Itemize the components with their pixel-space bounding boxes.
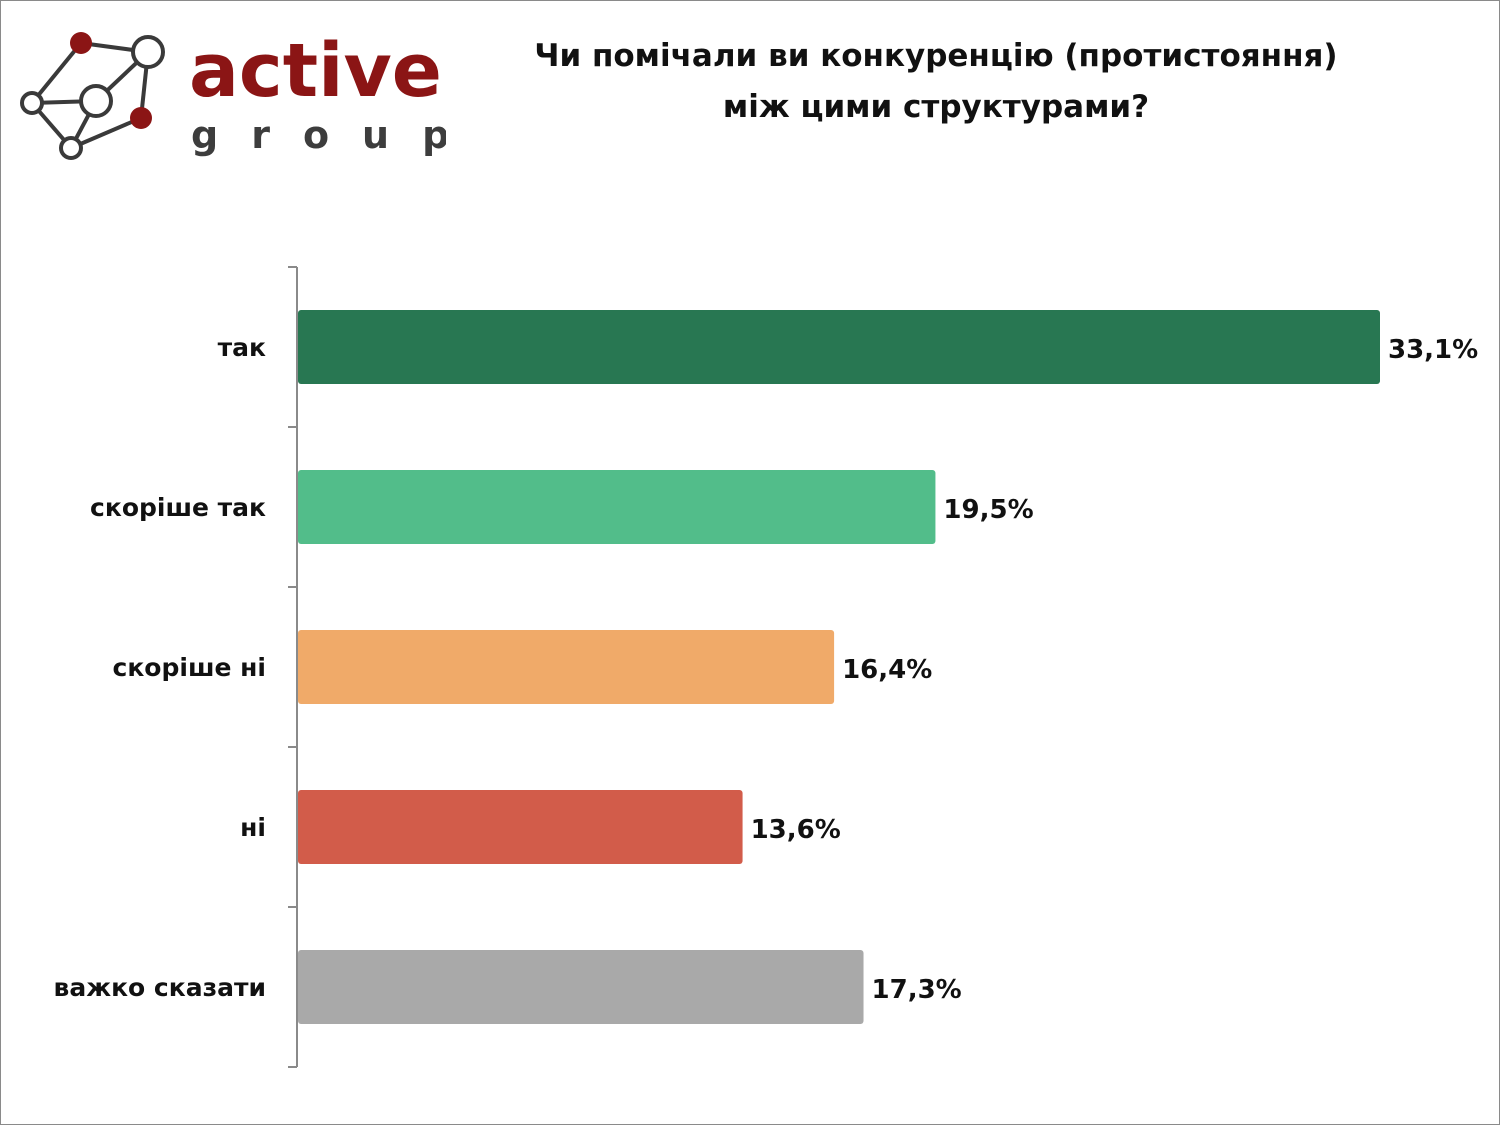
category-label: ні	[240, 813, 266, 842]
category-label: скоріше так	[90, 493, 266, 522]
data-label: 33,1%	[1388, 335, 1478, 365]
data-label: 13,6%	[751, 815, 841, 845]
chart-title-line-1: Чи помічали ви конкуренцію (протистояння…	[534, 38, 1338, 74]
chart-title: Чи помічали ви конкуренцію (протистояння…	[501, 31, 1371, 133]
bar-1	[298, 470, 936, 544]
category-label: скоріше ні	[113, 653, 266, 682]
chart-title-line-2: між цими структурами?	[722, 89, 1150, 125]
data-label: 19,5%	[943, 495, 1033, 525]
logo-brand-text: active	[189, 28, 442, 114]
bar-2	[298, 630, 835, 704]
bar-0	[298, 310, 1380, 384]
logo-sub-text: group	[191, 113, 446, 157]
category-label: так	[218, 333, 266, 362]
bar-3	[298, 790, 743, 864]
data-label: 16,4%	[842, 655, 932, 685]
bar-4	[298, 950, 864, 1024]
data-label: 17,3%	[872, 975, 962, 1005]
category-label: важко сказати	[54, 973, 266, 1002]
active-group-logo: active group	[20, 28, 446, 160]
